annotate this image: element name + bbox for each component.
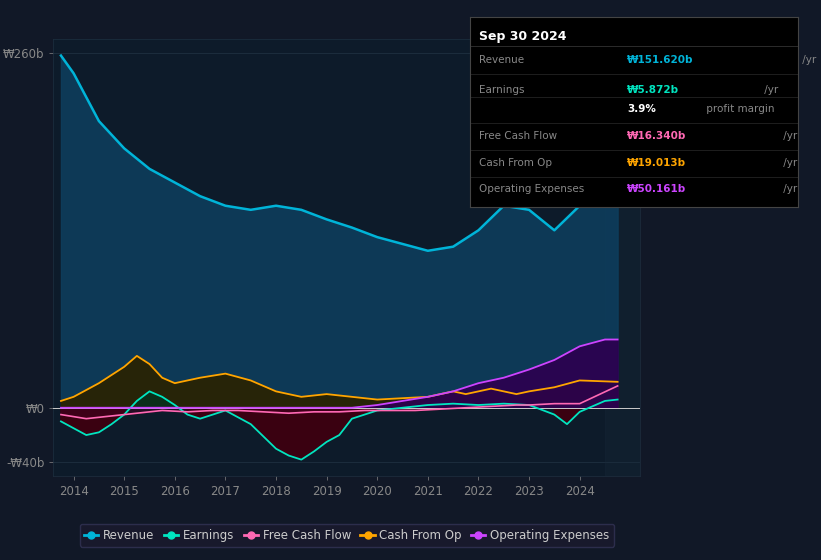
Bar [605,39,640,476]
Text: Earnings: Earnings [479,85,525,95]
Text: 3.9%: 3.9% [627,104,656,114]
Legend: Revenue, Earnings, Free Cash Flow, Cash From Op, Operating Expenses: Revenue, Earnings, Free Cash Flow, Cash … [80,524,614,547]
Text: /yr: /yr [760,85,777,95]
Text: Operating Expenses: Operating Expenses [479,184,585,194]
Text: /yr: /yr [780,158,797,167]
Text: ₩16.340b: ₩16.340b [627,131,686,141]
Text: /yr: /yr [780,131,797,141]
Text: Revenue: Revenue [479,55,525,65]
Text: /yr: /yr [799,55,816,65]
Text: Free Cash Flow: Free Cash Flow [479,131,557,141]
Text: ₩151.620b: ₩151.620b [627,55,694,65]
Text: Cash From Op: Cash From Op [479,158,553,167]
Text: Sep 30 2024: Sep 30 2024 [479,30,567,43]
Text: profit margin: profit margin [704,104,775,114]
Text: ₩50.161b: ₩50.161b [627,184,686,194]
Text: ₩19.013b: ₩19.013b [627,158,686,167]
Text: /yr: /yr [780,184,797,194]
Text: ₩5.872b: ₩5.872b [627,85,679,95]
